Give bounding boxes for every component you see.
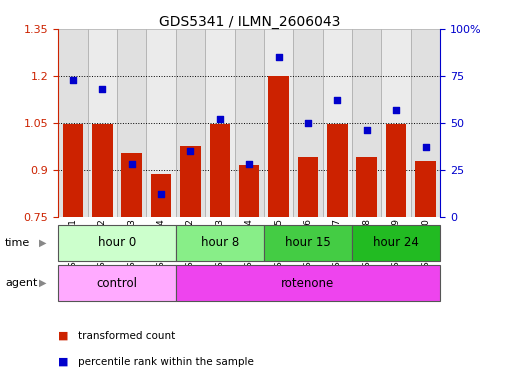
- Text: hour 24: hour 24: [373, 237, 418, 249]
- Point: [186, 148, 194, 154]
- Point: [421, 144, 429, 151]
- Bar: [92, 124, 112, 217]
- Bar: [175, 265, 439, 301]
- Bar: [117, 29, 146, 217]
- Text: GDS5341 / ILMN_2606043: GDS5341 / ILMN_2606043: [158, 15, 339, 29]
- Bar: [58, 265, 175, 301]
- Bar: [264, 29, 293, 217]
- Bar: [268, 76, 288, 217]
- Bar: [322, 29, 351, 217]
- Bar: [234, 29, 264, 217]
- Text: time: time: [5, 238, 30, 248]
- Bar: [146, 29, 175, 217]
- Bar: [209, 124, 230, 217]
- Text: hour 8: hour 8: [200, 237, 238, 249]
- Point: [362, 127, 370, 134]
- Bar: [150, 174, 171, 217]
- Bar: [238, 165, 259, 217]
- Bar: [415, 161, 435, 217]
- Text: hour 15: hour 15: [284, 237, 330, 249]
- Bar: [87, 29, 117, 217]
- Text: ▶: ▶: [39, 238, 46, 248]
- Bar: [180, 146, 200, 217]
- Point: [391, 107, 399, 113]
- Text: transformed count: transformed count: [78, 331, 175, 341]
- Bar: [381, 29, 410, 217]
- Point: [333, 97, 341, 103]
- Text: rotenone: rotenone: [281, 277, 334, 290]
- Bar: [385, 124, 406, 217]
- Point: [98, 86, 106, 92]
- Point: [274, 54, 282, 60]
- Bar: [293, 29, 322, 217]
- Point: [245, 161, 253, 167]
- Text: agent: agent: [5, 278, 37, 288]
- Text: ■: ■: [58, 357, 69, 367]
- Text: percentile rank within the sample: percentile rank within the sample: [78, 357, 254, 367]
- Bar: [297, 157, 318, 217]
- Bar: [351, 225, 439, 261]
- Text: control: control: [96, 277, 137, 290]
- Bar: [175, 225, 264, 261]
- Point: [127, 161, 135, 167]
- Point: [304, 120, 312, 126]
- Point: [157, 191, 165, 197]
- Bar: [205, 29, 234, 217]
- Bar: [121, 153, 142, 217]
- Bar: [175, 29, 205, 217]
- Text: ▶: ▶: [39, 278, 46, 288]
- Bar: [58, 225, 175, 261]
- Bar: [63, 124, 83, 217]
- Bar: [326, 124, 347, 217]
- Text: hour 0: hour 0: [97, 237, 136, 249]
- Bar: [264, 225, 351, 261]
- Bar: [356, 157, 376, 217]
- Text: ■: ■: [58, 331, 69, 341]
- Bar: [351, 29, 381, 217]
- Point: [69, 76, 77, 83]
- Bar: [58, 29, 87, 217]
- Bar: [410, 29, 439, 217]
- Point: [215, 116, 223, 122]
